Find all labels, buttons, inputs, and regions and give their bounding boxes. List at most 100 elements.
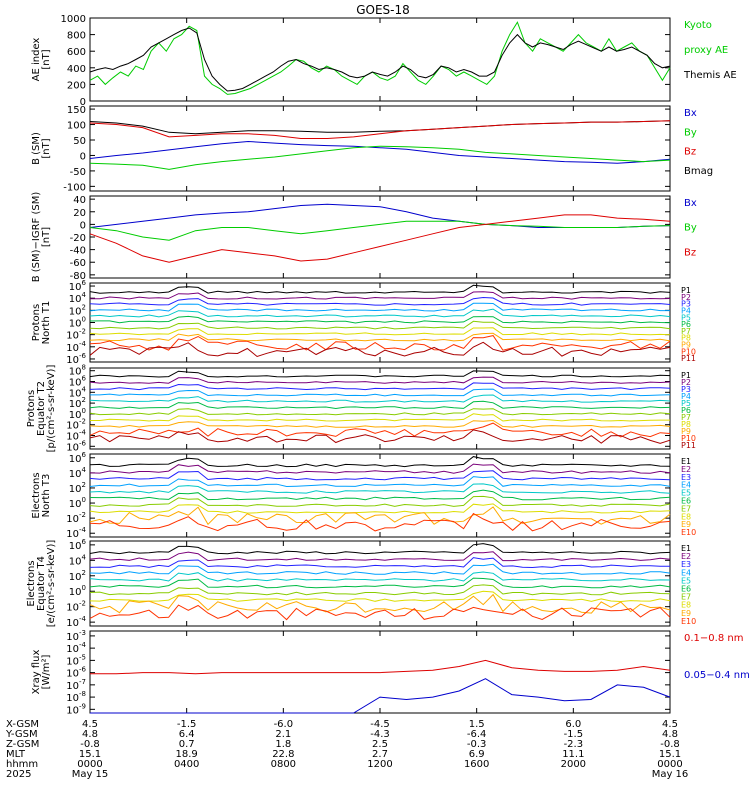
legend-item: E1 xyxy=(681,457,691,466)
axis-row-value: 1600 xyxy=(464,759,489,770)
channel-line xyxy=(89,320,671,330)
date-label: May 15 xyxy=(72,769,109,780)
panels-group: AE index [nT]10008006004002000Kyotoproxy … xyxy=(26,14,750,716)
axis-row-value: 4.8 xyxy=(82,729,98,740)
axis-row-value: -6.4 xyxy=(467,729,487,740)
y-axis-label: B (SM) xyxy=(31,132,42,165)
legend-item: E1 xyxy=(681,544,691,553)
y-tick-label: 10-2 xyxy=(66,511,86,525)
channel-line xyxy=(89,284,671,294)
legend-item: E10 xyxy=(681,528,696,537)
channel-line xyxy=(90,413,670,422)
y-tick-label: 100 xyxy=(69,584,86,598)
legend-item: Bx xyxy=(684,198,697,209)
axis-row-value: 18.9 xyxy=(176,749,198,760)
panel-frame xyxy=(89,540,671,627)
legend-item: Kyoto xyxy=(684,20,712,31)
axis-row-value: -1.5 xyxy=(177,719,197,730)
y-tick-label: 800 xyxy=(67,31,86,42)
y-tick-label: 10-2 xyxy=(66,600,86,614)
y-tick-label: -50 xyxy=(70,167,86,178)
legend-item: P10 xyxy=(681,347,696,356)
axis-row-label: hhmm xyxy=(6,759,38,770)
channel-line xyxy=(89,512,671,532)
channel-line xyxy=(89,584,671,596)
y-axis-label: B (SM)−IGRF (SM) xyxy=(31,192,42,283)
y-axis-label: [e/(cm²-s-sr-keV)] xyxy=(46,540,57,628)
legend-item: proxy AE xyxy=(684,45,728,56)
series-line xyxy=(89,220,671,241)
axis-row-value: 2.5 xyxy=(372,739,388,750)
y-tick-label: -20 xyxy=(70,233,86,244)
axis-row-label: 2025 xyxy=(6,769,31,780)
channel-line xyxy=(89,382,671,391)
y-axis-label: Xray flux xyxy=(31,650,42,695)
axis-row-value: 4.5 xyxy=(662,719,678,730)
legend-item: P1 xyxy=(681,371,691,380)
y-tick-label: 20 xyxy=(73,208,86,219)
legend-item: E5 xyxy=(681,489,691,498)
y-axis-label: Equator T4 xyxy=(36,556,47,611)
y-tick-label: 102 xyxy=(69,569,86,583)
axis-row-label: Y-GSM xyxy=(5,729,38,740)
channel-line xyxy=(89,422,671,438)
y-axis-label: AE index xyxy=(31,38,42,82)
channel-line xyxy=(89,593,671,614)
channel-line xyxy=(90,291,671,300)
legend-item: P3 xyxy=(681,385,691,394)
y-axis-label: Protons xyxy=(26,390,37,427)
legend-item: E3 xyxy=(681,560,691,569)
axis-row-value: 0.7 xyxy=(179,739,195,750)
axis-row-value: -0.8 xyxy=(660,739,680,750)
legend-item: P1 xyxy=(681,286,691,295)
legend-item: Bmag xyxy=(684,166,713,177)
axis-row-value: -0.3 xyxy=(467,739,487,750)
y-tick-label: 102 xyxy=(69,481,86,495)
channel-line xyxy=(89,308,671,318)
legend-item: E9 xyxy=(681,609,691,618)
channel-line xyxy=(89,551,671,562)
channel-line xyxy=(89,590,671,603)
axis-row-value: 15.1 xyxy=(659,749,681,760)
panel-frame xyxy=(89,630,671,714)
channel-line xyxy=(89,470,671,481)
axis-row-value: 22.8 xyxy=(272,749,294,760)
series-line xyxy=(90,659,671,675)
axis-row-value: -0.8 xyxy=(80,739,100,750)
y-tick-label: 0 xyxy=(80,220,86,231)
y-tick-label: 600 xyxy=(67,47,86,58)
panel-et3: Electrons North T310610410210010-210-4E1E… xyxy=(31,451,696,540)
channel-line xyxy=(89,463,671,474)
legend-item: P9 xyxy=(681,427,691,436)
y-tick-label: -40 xyxy=(70,246,86,257)
y-axis-label: [nT] xyxy=(41,227,52,247)
legend-item: E6 xyxy=(681,585,691,594)
channel-line xyxy=(89,483,671,494)
y-tick-label: 150 xyxy=(67,105,86,116)
axis-row-value: 0000 xyxy=(77,759,102,770)
legend-item: Themis AE xyxy=(683,70,737,81)
channel-line xyxy=(89,495,671,507)
y-tick-label: -100 xyxy=(63,182,86,193)
axis-row-value: 6.9 xyxy=(469,749,485,760)
panel-pt2: Protons Equator T2 [p/(cm²-s-sr-keV)] 10810… xyxy=(26,364,696,454)
legend-item: Bz xyxy=(684,247,696,258)
legend-item: 0.1−0.8 nm xyxy=(684,633,743,644)
y-tick-label: 0 xyxy=(80,97,86,108)
axis-row-value: 4.5 xyxy=(82,719,98,730)
legend-item: P8 xyxy=(681,420,691,429)
y-tick-label: 50 xyxy=(73,136,86,147)
legend-item: E6 xyxy=(681,497,691,506)
y-axis-label: Equator T2 xyxy=(36,381,47,436)
series-line xyxy=(89,145,671,170)
legend-item: P5 xyxy=(681,399,691,408)
axis-row-value: 1.8 xyxy=(275,739,291,750)
legend-item: P7 xyxy=(681,413,691,422)
panel-bdiff: B (SM)−IGRF (SM) [nT] 40 200 -20 -40-60 -80 Bx B… xyxy=(31,192,697,283)
legend-item: Bz xyxy=(684,147,696,158)
panel-frame xyxy=(89,453,671,538)
legend-item: E5 xyxy=(681,576,691,585)
axis-row-label: X-GSM xyxy=(6,719,39,730)
legend-item: P6 xyxy=(681,320,691,329)
y-tick-label: 104 xyxy=(69,553,87,567)
